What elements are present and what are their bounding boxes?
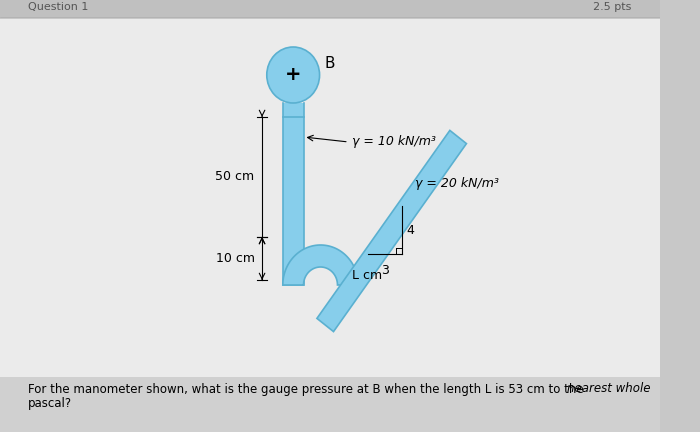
Text: γ = 20 kN/m³: γ = 20 kN/m³ xyxy=(415,178,498,191)
Text: Question 1: Question 1 xyxy=(28,2,89,12)
FancyBboxPatch shape xyxy=(0,0,660,17)
Polygon shape xyxy=(317,130,466,332)
Text: pascal?: pascal? xyxy=(28,397,72,410)
FancyBboxPatch shape xyxy=(283,103,304,117)
Text: 50 cm: 50 cm xyxy=(216,171,255,184)
Text: 3: 3 xyxy=(381,264,388,277)
Polygon shape xyxy=(337,278,362,292)
FancyBboxPatch shape xyxy=(283,117,304,285)
Circle shape xyxy=(267,47,320,103)
Polygon shape xyxy=(283,245,358,285)
Text: 4: 4 xyxy=(406,223,414,236)
Text: +: + xyxy=(285,66,302,85)
Text: 2.5 pts: 2.5 pts xyxy=(593,2,631,12)
Text: L cm: L cm xyxy=(352,269,382,282)
Text: B: B xyxy=(324,55,335,70)
FancyBboxPatch shape xyxy=(0,19,660,377)
Text: 10 cm: 10 cm xyxy=(216,252,255,265)
Text: nearest whole: nearest whole xyxy=(568,382,651,396)
FancyBboxPatch shape xyxy=(0,377,660,432)
Text: For the manometer shown, what is the gauge pressure at B when the length L is 53: For the manometer shown, what is the gau… xyxy=(28,382,588,396)
Text: γ = 10 kN/m³: γ = 10 kN/m³ xyxy=(351,136,435,149)
